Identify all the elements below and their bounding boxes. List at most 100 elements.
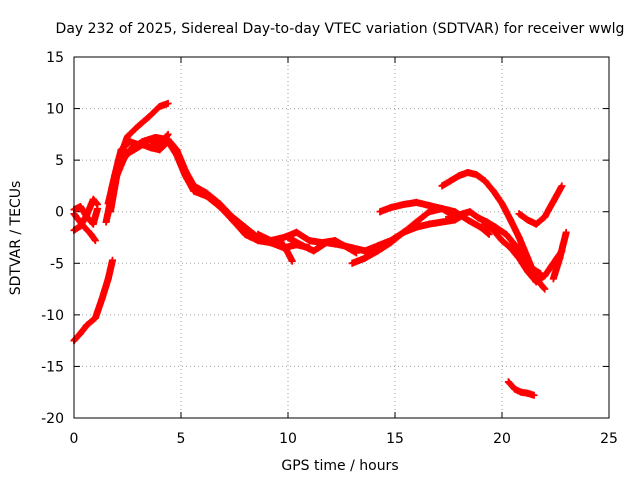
- x-tick-label: 20: [493, 431, 511, 447]
- data-point: [284, 234, 292, 241]
- y-tick-label: 5: [55, 153, 64, 169]
- data-point: [102, 218, 110, 226]
- y-axis-label: SDTVAR / TECUs: [8, 181, 24, 296]
- data-point: [515, 254, 523, 262]
- data-point: [173, 146, 181, 154]
- data-point: [515, 210, 523, 218]
- data-point: [138, 138, 146, 146]
- data-point: [515, 234, 523, 241]
- x-tick-labels: 0 5 10 15 20 25: [70, 431, 618, 447]
- data-point: [145, 113, 153, 121]
- series-arc-19: [504, 378, 538, 399]
- data-point: [447, 177, 455, 185]
- data-point: [335, 241, 343, 249]
- data-point: [89, 220, 97, 228]
- data-point: [241, 230, 249, 238]
- data-point: [511, 241, 519, 249]
- data-point: [79, 221, 87, 229]
- data-point: [425, 202, 433, 210]
- series-arc-12: [376, 198, 455, 218]
- data-point: [106, 208, 114, 216]
- y-tick-label: -15: [41, 359, 64, 375]
- data-point: [126, 146, 134, 154]
- data-point: [87, 230, 95, 238]
- data-point: [485, 230, 493, 238]
- data-point: [464, 216, 472, 224]
- data-point: [524, 254, 532, 262]
- x-tick-label: 15: [386, 431, 404, 447]
- data-point: [481, 220, 489, 228]
- data-point: [323, 239, 331, 247]
- data-point: [438, 218, 446, 226]
- data-point: [361, 247, 369, 255]
- series-arc-16: [507, 244, 549, 293]
- data-point: [400, 200, 408, 208]
- series-arc-18: [549, 228, 570, 283]
- data-point: [181, 166, 189, 174]
- data-point: [305, 237, 313, 245]
- data-point: [297, 241, 305, 249]
- data-point: [455, 211, 463, 219]
- data-point: [156, 103, 164, 111]
- data-point: [541, 285, 549, 293]
- data-point: [267, 237, 275, 245]
- data-point: [280, 244, 288, 252]
- data-point: [228, 213, 236, 221]
- x-tick-label: 10: [279, 431, 297, 447]
- data-point: [425, 208, 433, 216]
- data-point: [400, 228, 408, 236]
- data-point: [474, 214, 482, 222]
- data-point: [348, 244, 356, 252]
- data-point: [241, 223, 249, 231]
- data-point: [94, 205, 102, 213]
- x-tick-label: 5: [177, 431, 186, 447]
- x-axis-label: GPS time / hours: [281, 458, 398, 474]
- data-point: [147, 144, 155, 152]
- data-point: [524, 389, 532, 397]
- data-point: [507, 216, 515, 224]
- data-point: [438, 205, 446, 213]
- data-point: [541, 272, 549, 280]
- data-point: [532, 275, 540, 283]
- data-point: [76, 203, 84, 211]
- chart-title: Day 232 of 2025, Sidereal Day-to-day VTE…: [56, 21, 625, 37]
- data-point: [387, 239, 395, 247]
- data-point: [562, 228, 570, 236]
- data-point: [76, 329, 84, 337]
- data-point: [126, 138, 134, 146]
- data-point: [549, 275, 557, 283]
- data-point: [455, 172, 463, 180]
- data-point: [109, 256, 117, 264]
- data-point: [203, 189, 211, 197]
- series-arc-17: [515, 182, 566, 228]
- data-point: [293, 228, 301, 236]
- data-point: [489, 226, 497, 234]
- data-point: [425, 220, 433, 228]
- data-point: [438, 182, 446, 190]
- data-point: [376, 208, 384, 216]
- data-point: [151, 133, 159, 141]
- y-tick-label: -20: [41, 411, 64, 427]
- data-point: [134, 122, 142, 130]
- data-point: [98, 295, 106, 303]
- data-point: [549, 197, 557, 205]
- plot-border: [73, 56, 610, 419]
- data-point: [464, 169, 472, 177]
- data-point: [412, 198, 420, 206]
- y-tick-label: 15: [46, 50, 64, 66]
- data-point: [164, 136, 172, 144]
- data-point: [83, 213, 91, 221]
- data-point: [517, 388, 525, 396]
- data-point: [254, 230, 262, 238]
- data-point: [511, 385, 519, 393]
- data-point: [104, 275, 112, 283]
- data-point: [348, 259, 356, 267]
- data-point: [216, 199, 224, 207]
- data-point: [472, 171, 480, 179]
- data-point: [532, 220, 540, 228]
- data-point: [524, 264, 532, 272]
- data-point: [190, 182, 198, 190]
- data-point: [507, 244, 515, 252]
- data-point: [156, 146, 164, 154]
